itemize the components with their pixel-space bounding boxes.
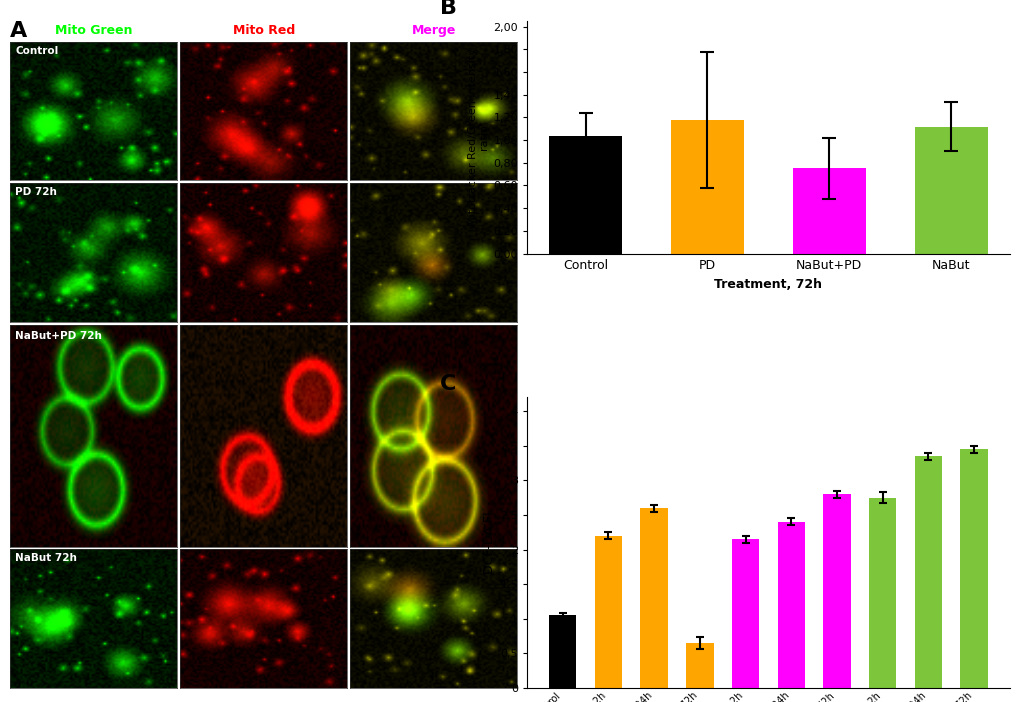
Bar xyxy=(960,449,986,688)
Bar xyxy=(548,135,622,253)
Bar xyxy=(776,522,804,688)
Bar xyxy=(671,120,743,253)
Text: Merge: Merge xyxy=(411,24,455,37)
Y-axis label: DCF-DA FI: DCF-DA FI xyxy=(483,511,495,574)
Text: NaBut 72h: NaBut 72h xyxy=(15,553,77,563)
Y-axis label: Mitotracker Red/Green intensity
ratio: Mitotracker Red/Green intensity ratio xyxy=(467,48,489,226)
Bar xyxy=(822,494,850,688)
Bar xyxy=(594,536,622,688)
Bar xyxy=(914,126,986,253)
Text: C: C xyxy=(439,374,457,394)
Bar xyxy=(640,508,667,688)
Bar xyxy=(792,168,865,253)
Bar xyxy=(868,498,896,688)
Text: Control: Control xyxy=(15,46,58,56)
Text: PD 72h: PD 72h xyxy=(15,187,57,197)
Text: Mito Green: Mito Green xyxy=(55,24,132,37)
Text: A: A xyxy=(10,21,28,41)
Bar xyxy=(914,456,942,688)
Bar xyxy=(548,616,576,688)
Text: B: B xyxy=(439,0,457,18)
X-axis label: Treatment, 72h: Treatment, 72h xyxy=(713,278,821,291)
Bar xyxy=(686,643,713,688)
Text: NaBut+PD 72h: NaBut+PD 72h xyxy=(15,331,102,341)
Text: Mito Red: Mito Red xyxy=(232,24,294,37)
Bar xyxy=(731,539,758,688)
